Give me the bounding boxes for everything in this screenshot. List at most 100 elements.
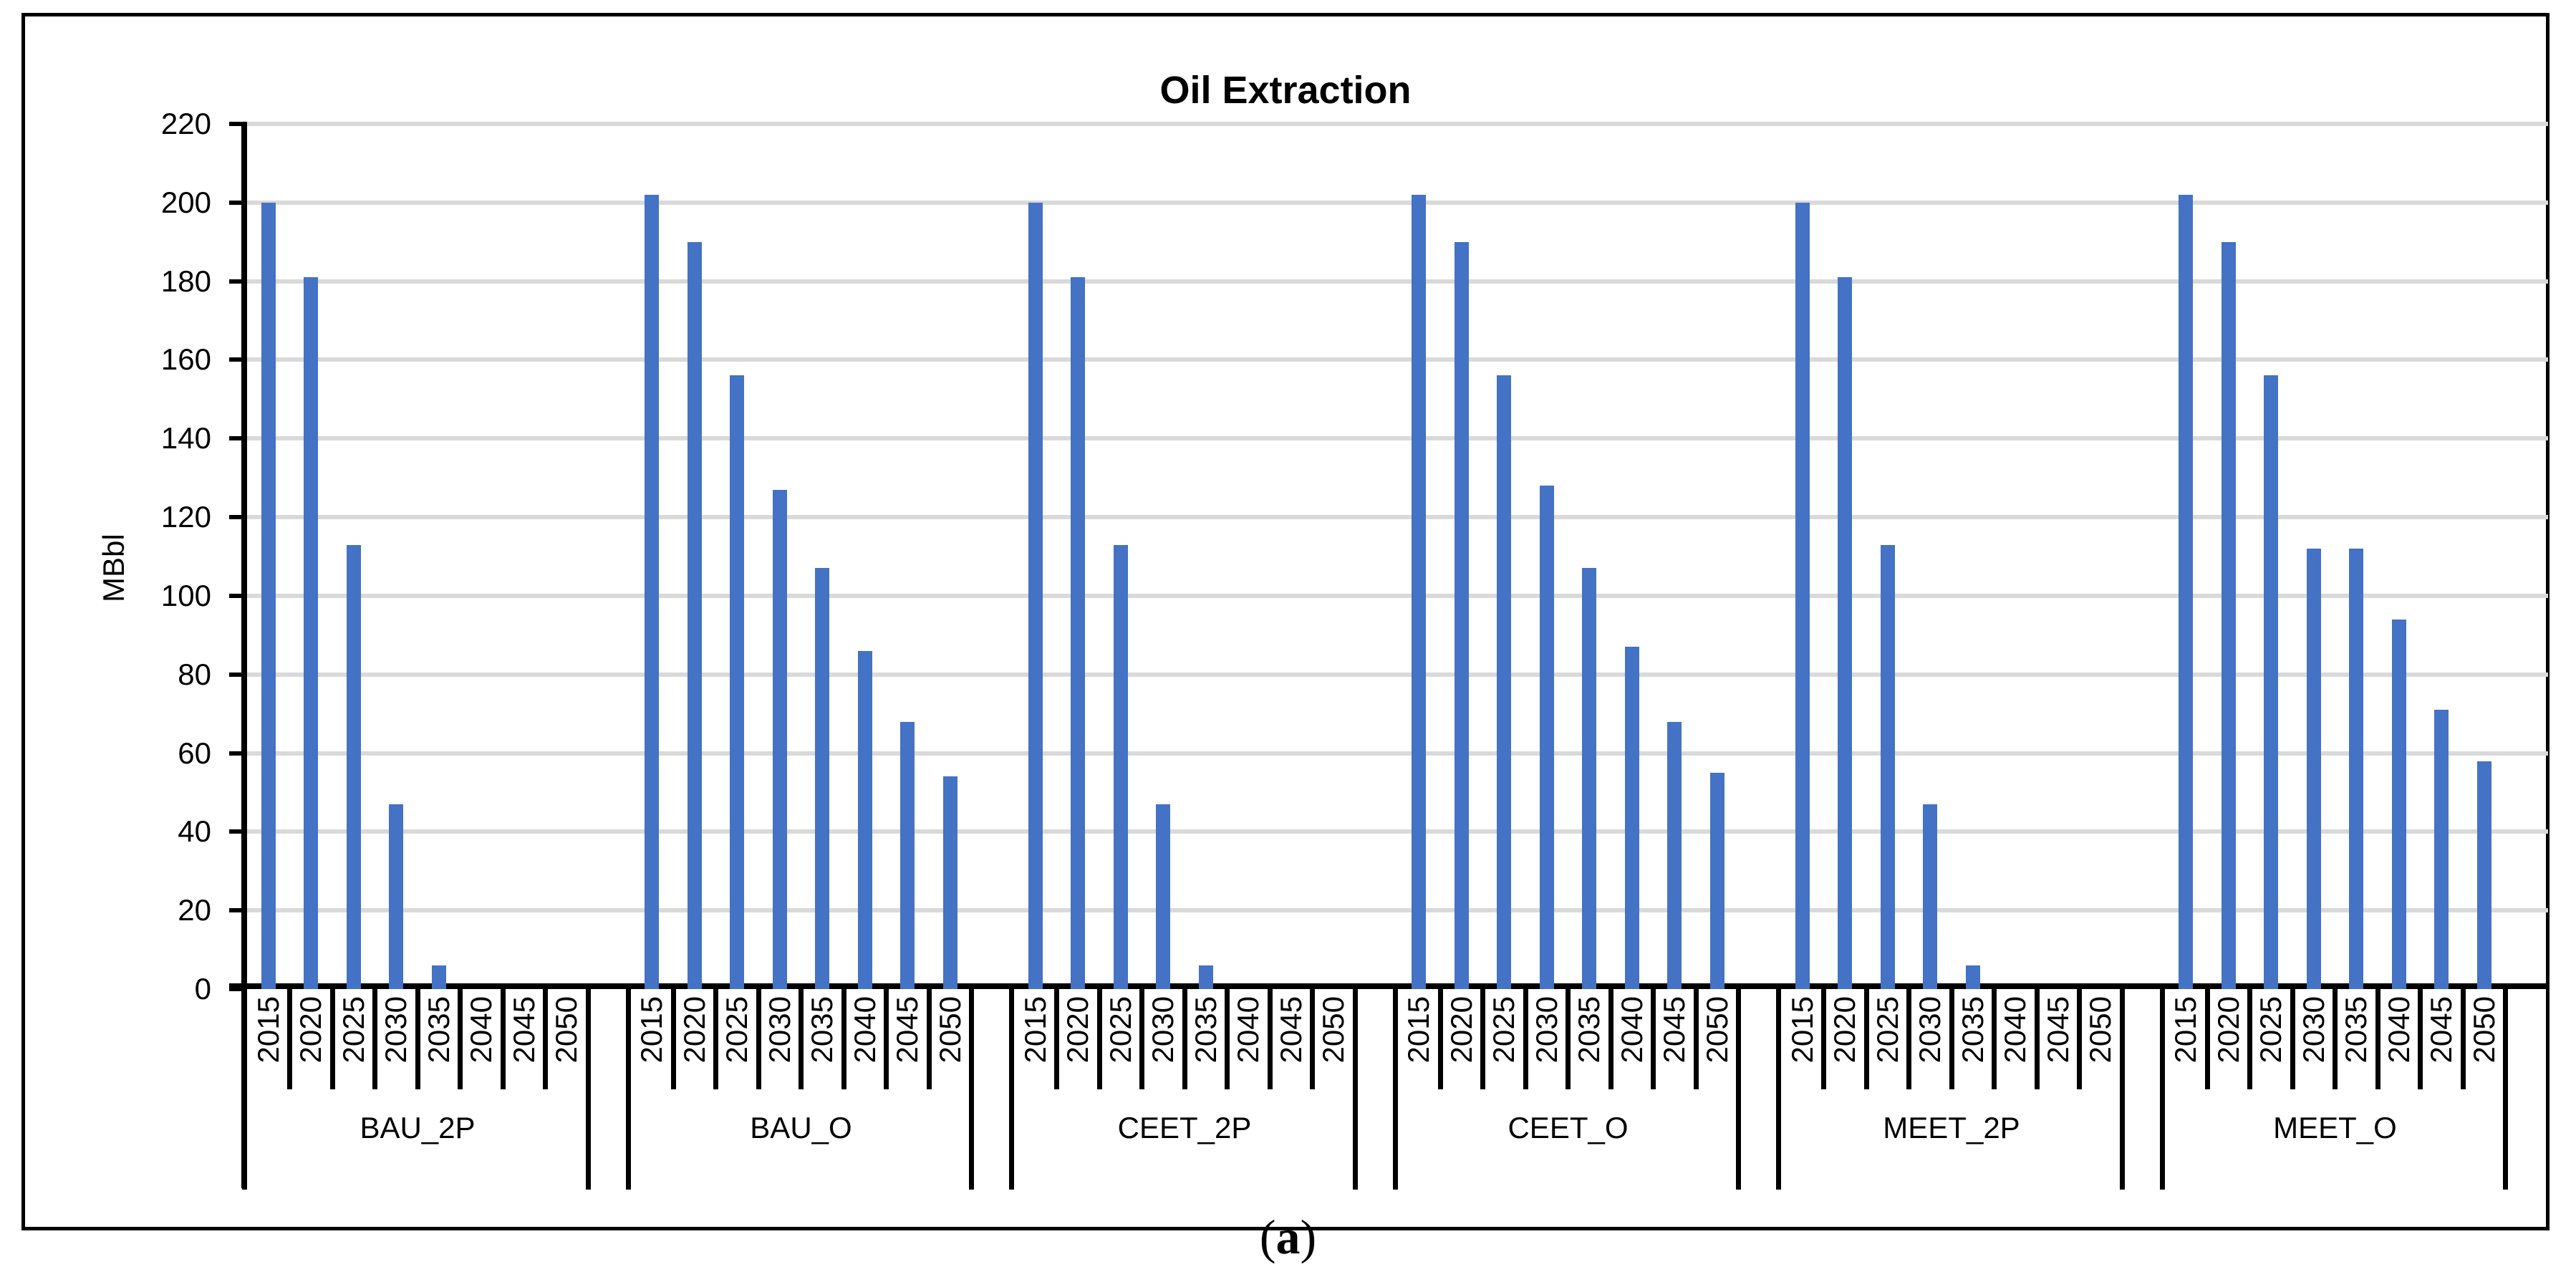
year-label: 2035 [1188, 996, 1222, 1064]
gridline [247, 751, 2548, 756]
y-tick-label: 220 [160, 107, 211, 140]
year-divider-line [1182, 989, 1187, 1089]
year-divider-line [1310, 989, 1315, 1089]
year-label-cell: 2025 [2250, 996, 2293, 1094]
year-divider-line [2247, 989, 2252, 1089]
bar-BAU_O-2045 [900, 721, 915, 989]
x-axis-line [229, 983, 2548, 989]
year-label: 2045 [1273, 996, 1308, 1064]
plot-area: 2015 2020 2025 2030 2035 2040 2045 2050 BAU_2P 20… [229, 122, 2548, 1190]
group-divider-line [1736, 989, 1741, 1190]
group-divider-line [2119, 989, 2125, 1190]
year-label-cell: 2050 [1696, 996, 1739, 1094]
bar-MEET_2P-2025 [1880, 544, 1895, 989]
year-label-cell: 2015 [631, 996, 674, 1094]
bar-MEET_O-2030 [2306, 549, 2321, 989]
gridline [247, 593, 2548, 598]
group-label-CEET_2P: CEET_2P [1117, 1111, 1252, 1144]
y-tick-mark [229, 987, 247, 991]
year-divider-line [1437, 989, 1443, 1089]
year-label: 2045 [1657, 996, 1692, 1064]
year-label: 2030 [1913, 996, 1947, 1064]
year-label-cell: 2025 [332, 996, 375, 1094]
year-divider-line [841, 989, 846, 1089]
year-divider-line [1608, 989, 1613, 1089]
year-divider-line [1267, 989, 1273, 1089]
bar-MEET_O-2020 [2221, 241, 2236, 989]
year-divider-line [1139, 989, 1144, 1089]
year-label: 2050 [932, 996, 967, 1064]
year-label: 2040 [464, 996, 498, 1064]
year-divider-line [500, 989, 506, 1089]
year-label: 2050 [1316, 996, 1351, 1064]
bar-MEET_2P-2035 [1965, 965, 1980, 989]
bar-BAU_O-2025 [730, 375, 745, 989]
year-label: 2020 [1444, 996, 1478, 1064]
year-divider-line [799, 989, 804, 1089]
y-tick-label: 120 [160, 500, 211, 534]
year-label-cell: 2030 [375, 996, 418, 1094]
year-label-cell: 2050 [929, 996, 972, 1094]
y-axis-title: MBbl [97, 534, 130, 602]
chart-figure-border: Oil Extraction MBbl 0 20 40 60 80 100 120 140 16… [21, 13, 2550, 1230]
year-divider-line [756, 989, 761, 1089]
year-label-cell: 2025 [1866, 996, 1909, 1094]
year-label-cell: 2015 [247, 996, 290, 1094]
year-label-cell: 2050 [2080, 996, 2123, 1094]
year-label: 2040 [2381, 996, 2416, 1064]
group-divider-line [2159, 989, 2165, 1190]
group-divider-line [585, 989, 591, 1190]
year-label: 2025 [1870, 996, 1904, 1064]
year-label-cell: 2015 [1014, 996, 1057, 1094]
year-divider-line [1054, 989, 1059, 1089]
year-label: 2050 [2466, 996, 2501, 1064]
group-divider-line [1009, 989, 1014, 1190]
group-label-MEET_O: MEET_O [2273, 1111, 2397, 1144]
year-label-cell: 2020 [1440, 996, 1483, 1094]
year-label-cell: 2045 [887, 996, 930, 1094]
year-label: 2045 [506, 996, 541, 1064]
year-label-cell: 2040 [1994, 996, 2037, 1094]
year-label-cell: 2045 [2037, 996, 2080, 1094]
year-divider-line [926, 989, 932, 1089]
year-label: 2035 [1955, 996, 1989, 1064]
gridline [247, 672, 2548, 677]
year-divider-line [2204, 989, 2210, 1089]
group-label-CEET_O: CEET_O [1508, 1111, 1629, 1144]
bar-CEET_O-2030 [1539, 486, 1554, 989]
year-label: 2015 [2169, 996, 2203, 1064]
y-tick-label: 140 [160, 421, 211, 455]
year-divider-line [884, 989, 889, 1089]
y-tick-mark [229, 829, 247, 834]
year-label-cell: 2025 [716, 996, 759, 1094]
year-label: 2015 [1018, 996, 1052, 1064]
group-label-BAU_O: BAU_O [750, 1111, 852, 1144]
y-tick-label: 0 [194, 972, 211, 1006]
year-label: 2030 [1146, 996, 1180, 1064]
year-label: 2050 [549, 996, 584, 1064]
y-tick-mark [229, 908, 247, 913]
bar-MEET_O-2035 [2349, 549, 2364, 989]
year-divider-line [287, 989, 292, 1089]
bar-BAU_2P-2030 [389, 804, 404, 989]
year-label-cell: 2040 [1227, 996, 1270, 1094]
y-tick-label: 20 [178, 893, 211, 927]
year-label: 2025 [336, 996, 370, 1064]
bar-MEET_O-2050 [2476, 761, 2491, 989]
y-tick-mark [229, 436, 247, 441]
year-label-cell: 2015 [1398, 996, 1441, 1094]
year-label: 2020 [2211, 996, 2245, 1064]
bar-CEET_2P-2025 [1113, 544, 1128, 989]
year-label: 2035 [2339, 996, 2373, 1064]
group-divider-line [1392, 989, 1398, 1190]
bar-BAU_2P-2035 [431, 965, 446, 989]
gridline [247, 436, 2548, 441]
year-label-cell: 2030 [2292, 996, 2335, 1094]
year-divider-line [1523, 989, 1528, 1089]
year-divider-line [1949, 989, 1954, 1089]
bar-BAU_2P-2020 [304, 277, 319, 989]
year-label: 2050 [1699, 996, 1734, 1064]
y-tick-mark [229, 751, 247, 756]
y-axis-line [241, 122, 247, 1188]
year-divider-line [1906, 989, 1911, 1089]
